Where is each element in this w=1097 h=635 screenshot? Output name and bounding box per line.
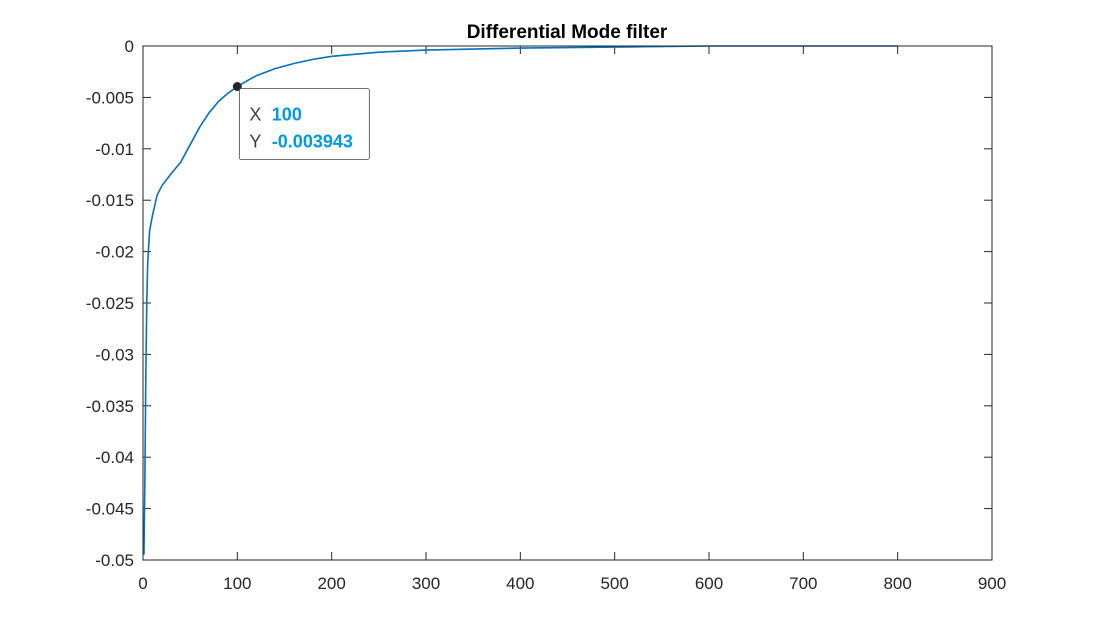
chart-title: Differential Mode filter	[467, 22, 668, 43]
y-tick-label: -0.005	[86, 88, 134, 107]
y-tick-label: -0.05	[95, 551, 134, 570]
x-tick-label: 600	[695, 574, 723, 593]
datatip-y-key: Y	[249, 132, 261, 152]
axes-box	[142, 45, 993, 561]
datatip-x-row: X 100	[249, 105, 302, 125]
x-tick-label: 0	[138, 574, 147, 593]
datatip-y-value: -0.003943	[272, 132, 353, 152]
y-tick-label: -0.035	[86, 397, 134, 416]
datatip[interactable]: X 100 Y -0.003943	[232, 82, 370, 160]
y-tick-label: 0	[125, 37, 134, 56]
y-tick-label: -0.02	[95, 243, 134, 262]
x-tick-label: 400	[506, 574, 534, 593]
y-tick-label: -0.015	[86, 191, 134, 210]
ticks-layer: 0 100 200 300 400 500 600 700 800 900 0 -0.005 -0.01…	[86, 37, 1006, 593]
x-tick-label: 900	[978, 574, 1006, 593]
x-tick-label: 500	[600, 574, 628, 593]
y-tick-label: -0.04	[95, 448, 134, 467]
y-tick-label: -0.01	[95, 140, 134, 159]
datatip-y-row: Y -0.003943	[249, 132, 353, 152]
x-tick-label: 100	[223, 574, 251, 593]
datatip-x-key: X	[249, 105, 261, 125]
datatip-box	[238, 88, 370, 160]
datatip-x-value: 100	[272, 105, 302, 125]
y-tick-label: -0.045	[86, 500, 134, 519]
x-tick-label: 300	[412, 574, 440, 593]
y-tick-label: -0.025	[86, 294, 134, 313]
series-line[interactable]	[143, 45, 898, 555]
x-tick-label: 800	[883, 574, 911, 593]
y-tick-label: -0.03	[95, 345, 134, 364]
x-tick-label: 700	[789, 574, 817, 593]
datatip-marker[interactable]	[232, 82, 242, 92]
x-tick-label: 200	[317, 574, 345, 593]
